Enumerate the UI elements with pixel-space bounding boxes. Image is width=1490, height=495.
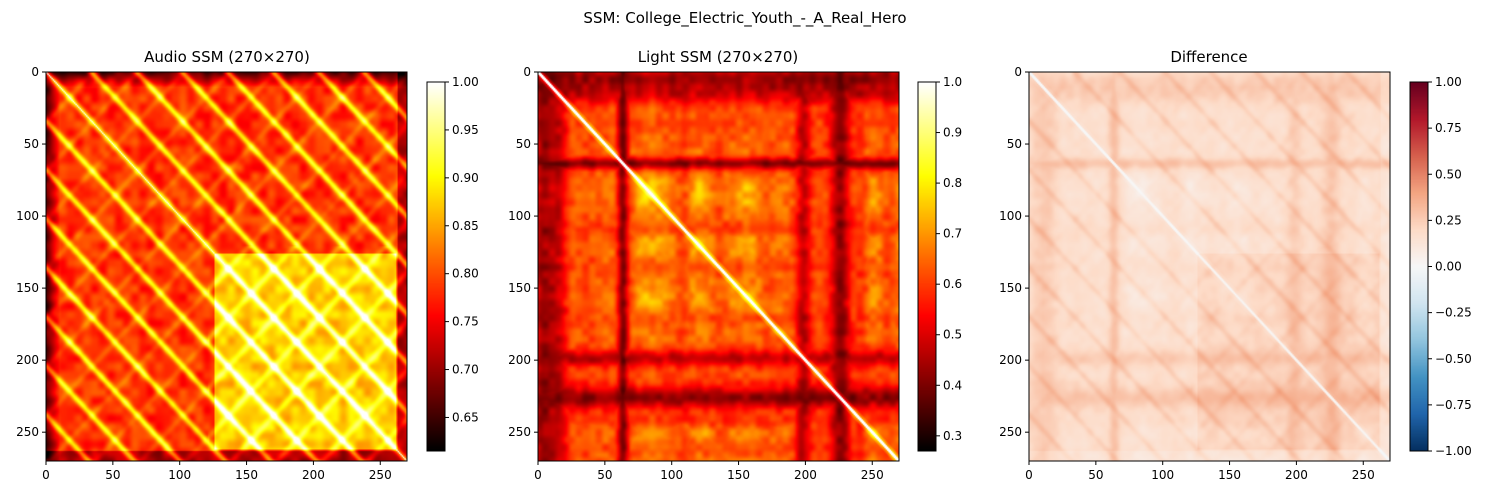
colorbar-tick-label: 0.90 xyxy=(452,171,479,185)
colorbar-tick-label: 1.00 xyxy=(452,75,479,89)
axes-frame-difference xyxy=(1028,71,1391,462)
y-tick-label: 0 xyxy=(523,65,531,79)
x-tick-label: 200 xyxy=(794,468,817,482)
heatmap-difference xyxy=(1029,72,1390,461)
y-tick-label: 50 xyxy=(516,137,531,151)
y-tick-label: 0 xyxy=(31,65,39,79)
x-tick-label: 200 xyxy=(1285,468,1308,482)
colorbar-tick-label: 0.75 xyxy=(452,315,479,329)
y-tick-label: 200 xyxy=(508,353,531,367)
x-tick-label: 100 xyxy=(660,468,683,482)
colorbar-difference xyxy=(1410,82,1428,451)
colorbar-tick-label: 0.6 xyxy=(943,277,962,291)
panel-audio-ssm: Audio SSM (270×270) 0 50 100 150 200 250 0 50 10… xyxy=(16,48,479,482)
y-tick-label: 250 xyxy=(16,425,39,439)
colorbar-tick-label: 0.95 xyxy=(452,123,479,137)
x-tick-label: 0 xyxy=(534,468,542,482)
colorbar-tick-label: 1.0 xyxy=(943,75,962,89)
colorbar-tick-label: 0.80 xyxy=(452,267,479,281)
panel-title-audio: Audio SSM (270×270) xyxy=(144,48,310,66)
colorbar-tick-label: 0.3 xyxy=(943,429,962,443)
colorbar-tick-label: 0.8 xyxy=(943,176,962,190)
x-tick-label: 250 xyxy=(1352,468,1375,482)
panel-difference: Difference 0 50 100 150 200 250 0 50 100 150 200 25… xyxy=(999,48,1472,482)
colorbar-tick-label: 0.65 xyxy=(452,410,479,424)
colorbar-tick-label: 0.25 xyxy=(1435,213,1462,227)
x-tick-label: 250 xyxy=(369,468,392,482)
x-tick-label: 200 xyxy=(302,468,325,482)
y-tick-label: 200 xyxy=(16,353,39,367)
panel-title-light: Light SSM (270×270) xyxy=(638,48,799,66)
x-tick-label: 100 xyxy=(168,468,191,482)
colorbar-tick-label: 0.00 xyxy=(1435,260,1462,274)
colorbar-tick-label: 0.4 xyxy=(943,378,962,392)
y-tick-label: 250 xyxy=(508,425,531,439)
colorbar-frame-light xyxy=(917,81,937,452)
x-tick-label: 150 xyxy=(1218,468,1241,482)
y-tick-label: 0 xyxy=(1014,65,1022,79)
x-tick-label: 50 xyxy=(105,468,120,482)
axes-frame-audio xyxy=(45,71,408,462)
colorbar-tick-label: 0.75 xyxy=(1435,121,1462,135)
heatmap-light xyxy=(538,72,899,461)
colorbar-tick-label: 1.00 xyxy=(1435,75,1462,89)
x-tick-label: 0 xyxy=(42,468,50,482)
colorbar-tick-label: 0.7 xyxy=(943,227,962,241)
axes-frame-light xyxy=(537,71,900,462)
y-tick-label: 150 xyxy=(16,281,39,295)
y-tick-label: 50 xyxy=(24,137,39,151)
y-tick-label: 250 xyxy=(999,425,1022,439)
y-tick-label: 100 xyxy=(16,209,39,223)
y-tick-label: 100 xyxy=(999,209,1022,223)
colorbar-tick-label: −0.50 xyxy=(1435,352,1472,366)
x-tick-label: 0 xyxy=(1025,468,1033,482)
y-tick-label: 50 xyxy=(1007,137,1022,151)
colorbar-tick-label: −0.25 xyxy=(1435,306,1472,320)
y-tick-label: 150 xyxy=(999,281,1022,295)
colorbar-tick-label: −1.00 xyxy=(1435,444,1472,458)
colorbar-light xyxy=(918,82,936,451)
colorbar-frame-audio xyxy=(426,81,446,452)
heatmap-audio xyxy=(46,72,407,461)
x-tick-label: 100 xyxy=(1151,468,1174,482)
panel-title-difference: Difference xyxy=(1170,48,1247,66)
colorbar-tick-label: 0.50 xyxy=(1435,167,1462,181)
x-tick-label: 50 xyxy=(1088,468,1103,482)
colorbar-audio xyxy=(427,82,445,451)
colorbar-tick-label: 0.9 xyxy=(943,126,962,140)
figure-suptitle: SSM: College_Electric_Youth_-_A_Real_Her… xyxy=(583,9,906,28)
colorbar-tick-label: −0.75 xyxy=(1435,398,1472,412)
x-tick-label: 150 xyxy=(727,468,750,482)
panel-light-ssm: Light SSM (270×270) 0 50 100 150 200 250 0 50 10… xyxy=(508,48,962,482)
x-tick-label: 150 xyxy=(235,468,258,482)
colorbar-tick-label: 0.70 xyxy=(452,363,479,377)
x-tick-label: 50 xyxy=(597,468,612,482)
colorbar-tick-label: 0.85 xyxy=(452,219,479,233)
y-tick-label: 150 xyxy=(508,281,531,295)
y-tick-label: 100 xyxy=(508,209,531,223)
x-tick-label: 250 xyxy=(861,468,884,482)
colorbar-tick-label: 0.5 xyxy=(943,328,962,342)
y-tick-label: 200 xyxy=(999,353,1022,367)
